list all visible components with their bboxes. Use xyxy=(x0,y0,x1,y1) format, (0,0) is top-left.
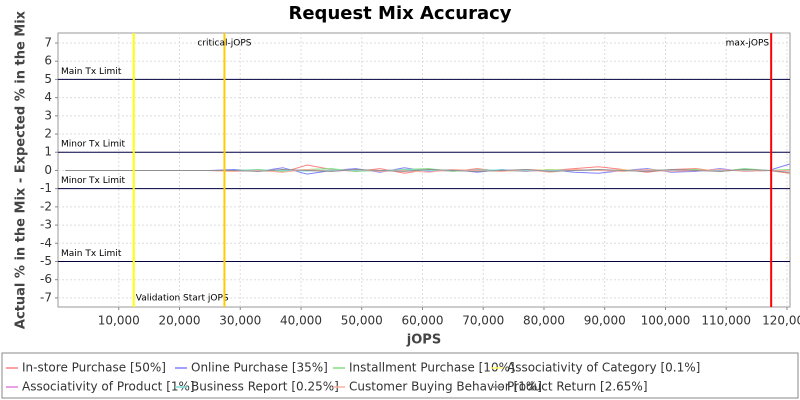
marker-label: max-jOPS xyxy=(726,39,770,49)
x-tick-label: 100,000 xyxy=(641,314,691,328)
legend-label: Customer Buying Behavior [1%] xyxy=(349,380,542,394)
y-tick-label: 3 xyxy=(44,108,52,122)
x-tick-label: 40,000 xyxy=(280,314,322,328)
x-tick-label: 10,000 xyxy=(98,314,140,328)
legend-label: Business Report [0.25%] xyxy=(191,380,339,394)
limit-label: Minor Tx Limit xyxy=(61,140,126,150)
x-tick-label: 70,000 xyxy=(462,314,504,328)
legend-label: In-store Purchase [50%] xyxy=(22,361,166,375)
y-tick-label: 7 xyxy=(44,36,52,50)
x-axis-label: jOPS xyxy=(406,333,441,348)
limit-label: Minor Tx Limit xyxy=(61,176,126,186)
y-tick-label: -7 xyxy=(40,290,52,304)
y-tick-label: 5 xyxy=(44,72,52,86)
y-tick-label: -4 xyxy=(40,236,52,250)
y-tick-label: -2 xyxy=(40,199,52,213)
limit-label: Main Tx Limit xyxy=(61,249,122,259)
x-tick-label: 20,000 xyxy=(158,314,200,328)
marker-label: Validation Start jOPS xyxy=(136,294,229,304)
y-axis-label: Actual % in the Mix - Expected % in the … xyxy=(14,10,29,329)
y-tick-label: 2 xyxy=(44,127,52,141)
y-tick-label: 6 xyxy=(44,54,52,68)
y-tick-label: -6 xyxy=(40,272,52,286)
legend-label: Associativity of Category [0.1%] xyxy=(507,361,700,375)
x-tick-label: 110,000 xyxy=(701,314,751,328)
legend-label: Online Purchase [35%] xyxy=(191,361,328,375)
legend-label: Installment Purchase [10%] xyxy=(349,361,515,375)
y-tick-label: -1 xyxy=(40,181,52,195)
x-tick-label: 50,000 xyxy=(341,314,383,328)
limit-label: Main Tx Limit xyxy=(61,67,122,77)
y-tick-label: -5 xyxy=(40,254,52,268)
x-tick-label: 60,000 xyxy=(401,314,443,328)
y-tick-label: -3 xyxy=(40,218,52,232)
chart-title: Request Mix Accuracy xyxy=(288,3,511,24)
legend-box xyxy=(1,352,799,399)
x-tick-label: 80,000 xyxy=(523,314,565,328)
y-tick-label: 1 xyxy=(44,145,52,159)
y-tick-label: 0 xyxy=(44,163,52,177)
x-tick-label: 120,000 xyxy=(762,314,800,328)
marker-label: critical-jOPS xyxy=(197,39,251,49)
x-tick-label: 90,000 xyxy=(584,314,626,328)
legend-label: Product Return [2.65%] xyxy=(507,380,648,394)
y-tick-label: 4 xyxy=(44,90,52,104)
legend-label: Associativity of Product [1%] xyxy=(22,380,195,394)
x-tick-label: 30,000 xyxy=(219,314,261,328)
series-line xyxy=(65,168,790,173)
